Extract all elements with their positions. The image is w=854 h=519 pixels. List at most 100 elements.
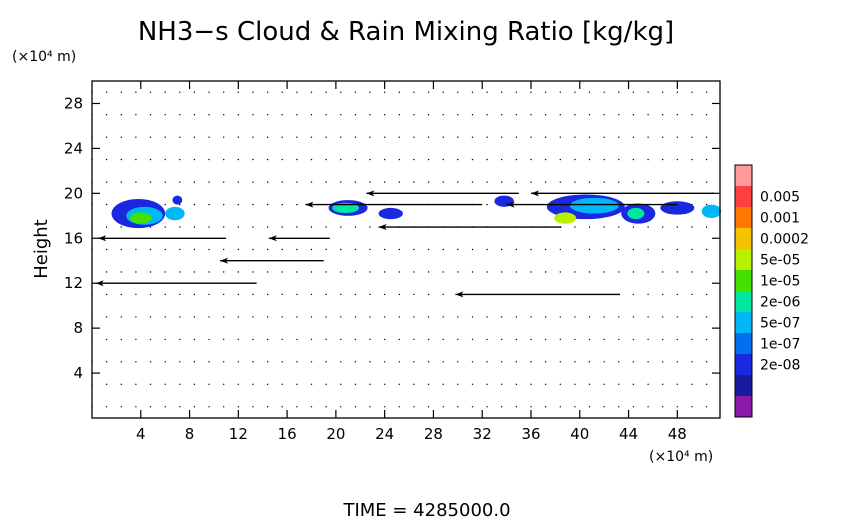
vector-dot xyxy=(105,114,108,116)
vector-dot xyxy=(281,226,283,228)
vector-dot xyxy=(676,181,678,183)
vector-dot xyxy=(647,406,649,408)
vector-dot xyxy=(603,136,605,138)
vector-dot xyxy=(530,181,532,183)
vector-dot xyxy=(149,136,152,138)
vector-dot xyxy=(705,181,708,183)
vector-dot xyxy=(413,338,415,341)
vector-dot xyxy=(384,136,386,138)
vector-dot xyxy=(486,383,488,385)
y-tick-label: 20 xyxy=(64,184,83,202)
x-tick-label: 24 xyxy=(375,425,394,443)
vector-dot xyxy=(281,248,283,251)
vector-dot xyxy=(574,114,576,116)
vector-dot xyxy=(486,136,488,138)
vector-dot xyxy=(281,361,283,363)
vector-dot xyxy=(501,271,503,273)
plot-frame xyxy=(91,80,721,419)
vector-dot xyxy=(281,181,283,183)
vector-dot xyxy=(676,248,678,251)
vector-dot xyxy=(501,248,503,251)
vector-dot xyxy=(237,114,239,116)
vector-dot xyxy=(193,226,196,228)
vector-dot xyxy=(164,271,166,273)
vector-dot xyxy=(486,203,488,206)
vector-dot xyxy=(325,316,327,318)
vector-dot xyxy=(647,293,649,296)
vector-dot xyxy=(603,91,605,93)
vector-dot xyxy=(310,181,313,183)
vector-dot xyxy=(530,136,532,138)
vector-dot xyxy=(340,248,342,251)
vector-dot xyxy=(471,316,474,318)
vector-dot xyxy=(618,248,620,251)
vector-dot xyxy=(398,181,400,183)
vector-dot xyxy=(266,316,269,318)
vector-dot xyxy=(354,361,357,363)
vector-dot xyxy=(603,158,605,161)
vector-dot xyxy=(442,383,444,385)
vector-dot xyxy=(208,91,210,93)
vector-dot xyxy=(252,91,254,93)
vector-dot xyxy=(223,383,225,385)
vector-dot xyxy=(398,91,400,93)
vector-dot xyxy=(427,136,430,138)
vector-dot xyxy=(442,293,444,296)
vector-dot xyxy=(632,271,635,273)
vector-dot xyxy=(193,248,196,251)
vector-dot xyxy=(164,316,166,318)
vector-dot xyxy=(237,293,239,296)
vector-dot xyxy=(471,91,474,93)
vector-dot xyxy=(471,361,474,363)
vector-dot xyxy=(398,248,400,251)
vector-dot xyxy=(120,136,123,138)
vector-dot xyxy=(281,158,283,161)
vector-dot xyxy=(705,203,708,206)
vector-dot xyxy=(442,181,444,183)
vector-dot xyxy=(471,114,474,116)
vector-dot xyxy=(296,316,298,318)
vector-dot xyxy=(149,361,152,363)
vector-dot xyxy=(588,136,591,138)
vector-dot xyxy=(164,203,166,206)
vector-dot xyxy=(281,383,283,385)
wind-vector-head xyxy=(506,201,515,208)
vector-dot xyxy=(427,158,430,161)
cloud-region xyxy=(378,207,403,220)
vector-dot xyxy=(662,383,664,385)
vector-dot xyxy=(413,293,415,296)
cloud-region xyxy=(165,206,185,221)
vector-dot xyxy=(120,158,123,161)
vector-dot xyxy=(486,338,488,341)
vector-dot xyxy=(120,338,123,341)
y-tick-label: 24 xyxy=(64,139,83,157)
x-tick-label: 40 xyxy=(570,425,589,443)
vector-dot xyxy=(120,91,123,93)
vector-dot xyxy=(618,271,620,273)
colorbar-label: 1e-07 xyxy=(760,337,800,353)
vector-dot xyxy=(471,271,474,273)
cloud-region xyxy=(129,212,152,224)
vector-dot xyxy=(676,158,678,161)
colorbar-swatch xyxy=(735,207,752,229)
vector-dot xyxy=(588,338,591,341)
vector-dot xyxy=(384,248,386,251)
vector-dot xyxy=(193,91,196,93)
vector-dot xyxy=(515,158,518,161)
vector-dot xyxy=(632,316,635,318)
vector-dot xyxy=(384,293,386,296)
vector-dot xyxy=(559,406,561,408)
vector-dot xyxy=(237,271,239,273)
vector-dot xyxy=(105,293,108,296)
vector-dot xyxy=(574,271,576,273)
colorbar-swatch xyxy=(735,312,752,334)
colorbar-swatch xyxy=(735,396,752,418)
vector-dot xyxy=(208,248,210,251)
vector-dot xyxy=(384,361,386,363)
vector-dot xyxy=(530,316,532,318)
vector-dot xyxy=(310,338,313,341)
vector-dot xyxy=(413,316,415,318)
vector-dot xyxy=(501,91,503,93)
vector-dot xyxy=(266,226,269,228)
vector-dot xyxy=(544,158,547,161)
